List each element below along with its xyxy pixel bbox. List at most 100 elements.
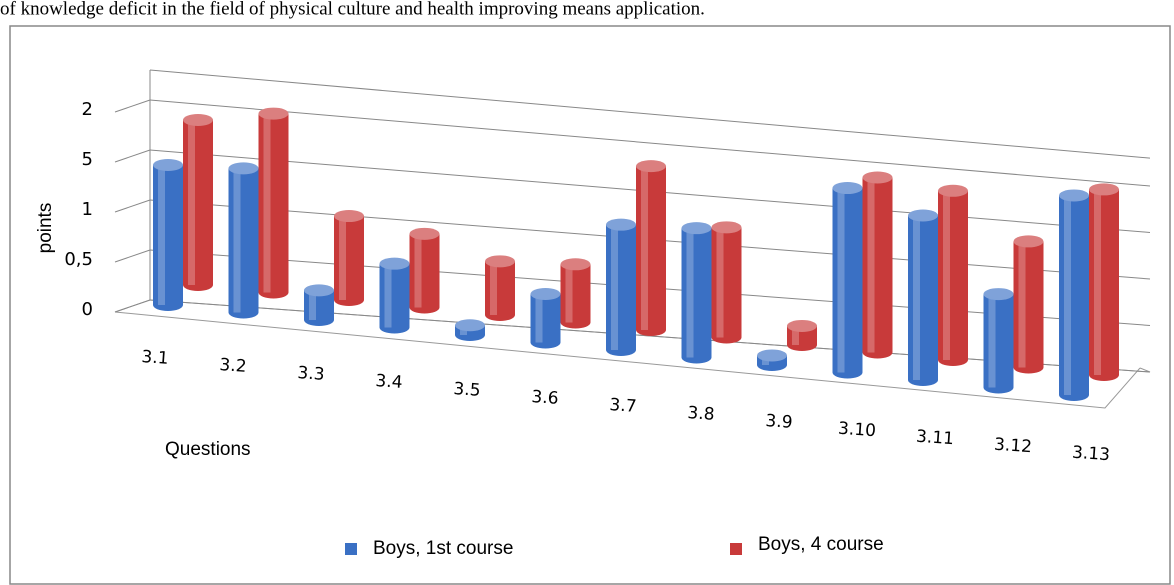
- bar-top: [379, 257, 410, 270]
- bar-highlight: [641, 166, 648, 330]
- x-tick-label: 3.6: [531, 387, 559, 409]
- bar-body: [908, 215, 938, 380]
- bar-highlight: [1064, 195, 1071, 395]
- y-tick-label: 5: [82, 149, 93, 170]
- bar-top: [334, 210, 364, 223]
- bar: [409, 227, 440, 314]
- bar-top: [862, 171, 893, 184]
- bar: [1013, 235, 1044, 374]
- bar-highlight: [837, 188, 845, 373]
- bar: [606, 218, 636, 356]
- bar-top: [757, 349, 787, 362]
- bar-body: [862, 177, 893, 353]
- bar-top: [304, 284, 334, 297]
- bar-body: [530, 294, 561, 343]
- bar: [530, 288, 561, 349]
- side-grid-line: [114, 149, 151, 163]
- bar-top: [228, 162, 259, 175]
- bar-highlight: [1094, 189, 1101, 375]
- bar-body: [983, 294, 1014, 388]
- bar-top: [258, 107, 289, 120]
- bar: [183, 114, 213, 291]
- bar-highlight: [913, 215, 920, 380]
- grid-line: [149, 99, 1151, 187]
- y-tick-label: 1: [82, 199, 93, 220]
- bar-body: [938, 190, 968, 360]
- legend-label: Boys, 4 course: [758, 534, 884, 555]
- bar-body: [334, 216, 364, 300]
- bar: [560, 258, 591, 329]
- bar-body: [228, 168, 259, 313]
- bar-body: [183, 120, 213, 285]
- bar: [228, 162, 259, 319]
- bar: [485, 255, 515, 321]
- x-tick-label: 3.1: [141, 347, 169, 369]
- bar-top: [530, 288, 561, 300]
- bar-top: [560, 258, 591, 271]
- bar-top: [153, 159, 183, 171]
- bar-top: [681, 222, 712, 235]
- bar-highlight: [686, 228, 694, 358]
- x-tick-label: 3.12: [993, 435, 1032, 458]
- bar: [787, 319, 817, 351]
- bar-top: [938, 184, 968, 197]
- bar-top: [832, 182, 863, 195]
- bar-body: [1089, 189, 1119, 375]
- bar-highlight: [490, 261, 497, 315]
- bar: [908, 209, 938, 386]
- bar-top: [455, 319, 485, 332]
- bar-body: [832, 188, 863, 373]
- bar-body: [485, 261, 515, 315]
- x-tick-label: 3.7: [609, 395, 637, 417]
- bar: [379, 257, 410, 334]
- y-tick-label: 2: [82, 99, 93, 120]
- bar-highlight: [309, 290, 316, 320]
- bar-top: [983, 288, 1014, 301]
- bar: [636, 160, 666, 336]
- bar-body: [560, 264, 591, 323]
- bar: [153, 159, 183, 311]
- x-tick-label: 3.9: [765, 411, 793, 433]
- bar-highlight: [233, 168, 241, 313]
- bar: [304, 284, 334, 326]
- x-tick-label: 3.4: [375, 371, 403, 393]
- bar-body: [379, 263, 410, 328]
- bar-body: [1013, 241, 1044, 368]
- bar-top: [908, 209, 938, 222]
- bar-highlight: [188, 120, 195, 285]
- bar: [983, 288, 1014, 394]
- bar-highlight: [158, 165, 165, 305]
- bar-top: [1089, 183, 1119, 196]
- y-tick-label: 0,5: [64, 249, 93, 270]
- bar-top: [1059, 189, 1089, 202]
- bar: [832, 182, 863, 379]
- bar-body: [1059, 195, 1089, 395]
- x-tick-label: 3.5: [453, 379, 481, 401]
- side-grid-line: [114, 299, 151, 313]
- bar-highlight: [792, 325, 799, 345]
- bar-highlight: [943, 190, 950, 360]
- bar-body: [681, 228, 712, 358]
- bar-highlight: [565, 264, 573, 323]
- bar-top: [1013, 235, 1044, 248]
- side-grid-line: [114, 249, 151, 263]
- bar: [258, 107, 289, 299]
- bar: [681, 222, 712, 364]
- x-tick-label: 3.8: [687, 403, 715, 425]
- bar-highlight: [384, 263, 392, 328]
- x-tick-label: 3.13: [1071, 443, 1110, 466]
- x-tick-label: 3.3: [297, 363, 325, 385]
- bar: [455, 319, 485, 341]
- x-tick-label: 3.10: [837, 419, 876, 442]
- x-tick-label: 3.2: [219, 355, 247, 377]
- bar-body: [711, 227, 742, 338]
- bar-top: [485, 255, 515, 268]
- bar: [862, 171, 893, 359]
- legend-swatch: [730, 543, 742, 555]
- side-grid-line: [114, 199, 151, 213]
- bar-highlight: [611, 224, 618, 350]
- bar-top: [409, 227, 440, 240]
- bar-highlight: [988, 294, 996, 388]
- bar: [1089, 183, 1119, 381]
